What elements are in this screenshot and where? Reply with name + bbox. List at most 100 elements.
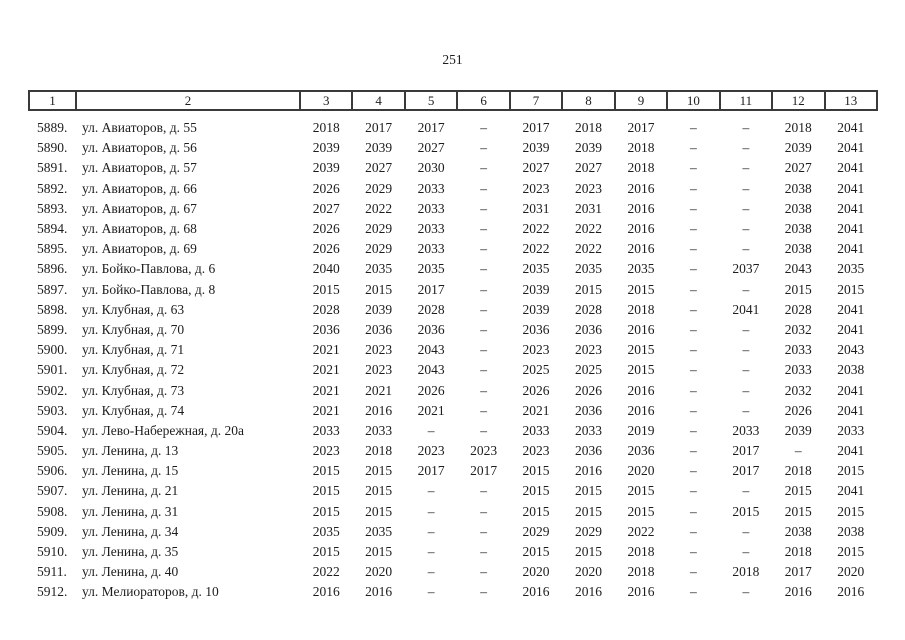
year-cell: 2035 bbox=[522, 261, 550, 277]
year-cell: 2015 bbox=[732, 503, 760, 519]
year-cell: 2018 bbox=[627, 140, 655, 156]
year-cell: 2021 bbox=[417, 402, 445, 418]
row-number-cell: 5895. bbox=[37, 241, 68, 257]
year-cell: – bbox=[480, 261, 487, 277]
year-cell: 2015 bbox=[574, 281, 602, 297]
year-cell: 2016 bbox=[837, 584, 865, 600]
year-cell: 2023 bbox=[522, 342, 550, 358]
table-row: 5894. ул. Авиаторов, д. 68 2026 2029 2033 – 20… bbox=[29, 219, 877, 239]
row-number-cell: 5907. bbox=[37, 483, 68, 499]
row-number-cell: 5910. bbox=[37, 544, 68, 560]
year-cell: 2026 bbox=[312, 180, 340, 196]
year-cell: – bbox=[480, 321, 487, 337]
table-row: 5910. ул. Ленина, д. 35 2015 2015 – – 2015 2015… bbox=[29, 542, 877, 562]
row-number-cell: 5898. bbox=[37, 301, 68, 317]
year-cell: 2033 bbox=[312, 422, 340, 438]
year-cell: – bbox=[742, 221, 750, 237]
year-cell: – bbox=[480, 241, 487, 257]
year-cell: – bbox=[690, 463, 697, 479]
year-cell: – bbox=[690, 200, 697, 216]
table-row: 5900. ул. Клубная, д. 71 2021 2023 2043 – 2023… bbox=[29, 340, 877, 360]
year-cell: 2041 bbox=[732, 301, 760, 317]
address-cell: ул. Ленина, д. 31 bbox=[82, 503, 179, 519]
year-cell: 2016 bbox=[574, 463, 602, 479]
year-cell: 2026 bbox=[417, 382, 445, 398]
year-cell: 2016 bbox=[627, 402, 655, 418]
row-number-cell: 5912. bbox=[37, 584, 68, 600]
year-cell: 2029 bbox=[365, 241, 393, 257]
year-cell: 2023 bbox=[365, 362, 393, 378]
year-cell: 2016 bbox=[574, 584, 602, 600]
address-cell: ул. Ленина, д. 13 bbox=[82, 443, 179, 459]
year-cell: 2021 bbox=[522, 402, 550, 418]
year-cell: 2039 bbox=[522, 301, 550, 317]
year-cell: 2015 bbox=[837, 544, 865, 560]
year-cell: 2035 bbox=[312, 523, 340, 539]
year-cell: 2018 bbox=[627, 544, 655, 560]
year-cell: 2028 bbox=[312, 301, 340, 317]
year-cell: – bbox=[742, 544, 750, 560]
year-cell: 2017 bbox=[470, 463, 498, 479]
year-cell: 2021 bbox=[312, 382, 340, 398]
year-cell: 2038 bbox=[784, 221, 812, 237]
year-cell: – bbox=[480, 140, 487, 156]
year-cell: – bbox=[690, 503, 697, 519]
address-cell: ул. Авиаторов, д. 56 bbox=[82, 140, 197, 156]
year-cell: 2018 bbox=[627, 564, 655, 580]
table-row: 5889. ул. Авиаторов, д. 55 2018 2017 2017 – 20… bbox=[29, 110, 877, 138]
year-cell: 2035 bbox=[365, 261, 393, 277]
year-cell: – bbox=[742, 382, 750, 398]
year-cell: 2023 bbox=[522, 180, 550, 196]
year-cell: – bbox=[690, 342, 697, 358]
year-cell: 2038 bbox=[837, 362, 865, 378]
year-cell: 2033 bbox=[784, 362, 812, 378]
year-cell: – bbox=[690, 321, 697, 337]
header-row: 1 2 3 4 5 6 7 8 9 10 11 12 13 bbox=[28, 90, 879, 111]
year-cell: 2015 bbox=[627, 362, 655, 378]
year-cell: 2032 bbox=[784, 382, 812, 398]
year-cell: – bbox=[480, 281, 487, 297]
year-cell: 2016 bbox=[365, 584, 393, 600]
year-cell: 2016 bbox=[627, 200, 655, 216]
table-row: 5907. ул. Ленина, д. 21 2015 2015 – – 2015 2015… bbox=[29, 481, 877, 501]
year-cell: 2018 bbox=[312, 120, 340, 136]
year-cell: 2017 bbox=[627, 120, 655, 136]
year-cell: 2023 bbox=[365, 342, 393, 358]
address-cell: ул. Авиаторов, д. 55 bbox=[82, 120, 197, 136]
year-cell: 2016 bbox=[627, 180, 655, 196]
year-cell: 2033 bbox=[417, 200, 445, 216]
column-header: 5 bbox=[403, 90, 459, 111]
year-cell: – bbox=[480, 160, 487, 176]
year-cell: 2041 bbox=[837, 483, 865, 499]
year-cell: – bbox=[742, 523, 750, 539]
year-cell: 2022 bbox=[627, 523, 655, 539]
table-row: 5902. ул. Клубная, д. 73 2021 2021 2026 – 2026… bbox=[29, 380, 877, 400]
year-cell: – bbox=[742, 321, 750, 337]
year-cell: 2036 bbox=[574, 321, 602, 337]
year-cell: 2043 bbox=[784, 261, 812, 277]
table-row: 5891. ул. Авиаторов, д. 57 2039 2027 2030 – 20… bbox=[29, 158, 877, 178]
address-cell: ул. Ленина, д. 15 bbox=[82, 463, 179, 479]
year-cell: 2015 bbox=[365, 483, 393, 499]
year-cell: 2027 bbox=[784, 160, 812, 176]
year-cell: 2028 bbox=[417, 301, 445, 317]
year-cell: – bbox=[690, 483, 697, 499]
year-cell: 2041 bbox=[837, 443, 865, 459]
table-row: 5897. ул. Бойко-Павлова, д. 8 2015 2015 2017… bbox=[29, 280, 877, 300]
year-cell: 2015 bbox=[522, 483, 550, 499]
year-cell: – bbox=[427, 544, 435, 560]
year-cell: – bbox=[742, 241, 750, 257]
year-cell: 2033 bbox=[574, 422, 602, 438]
year-cell: 2017 bbox=[417, 281, 445, 297]
year-cell: 2016 bbox=[627, 382, 655, 398]
year-cell: 2015 bbox=[837, 463, 865, 479]
row-number-cell: 5911. bbox=[37, 564, 67, 580]
column-header: 9 bbox=[613, 90, 669, 111]
data-table: 1 2 3 4 5 6 7 8 9 10 11 12 13 5889. ул. Авиаторов, д.… bbox=[28, 90, 879, 603]
year-cell: – bbox=[427, 564, 435, 580]
year-cell: – bbox=[742, 200, 750, 216]
year-cell: 2036 bbox=[417, 321, 445, 337]
year-cell: 2043 bbox=[837, 342, 865, 358]
table-row: 5896. ул. Бойко-Павлова, д. 6 2040 2035 2035… bbox=[29, 259, 877, 279]
year-cell: 2029 bbox=[522, 523, 550, 539]
